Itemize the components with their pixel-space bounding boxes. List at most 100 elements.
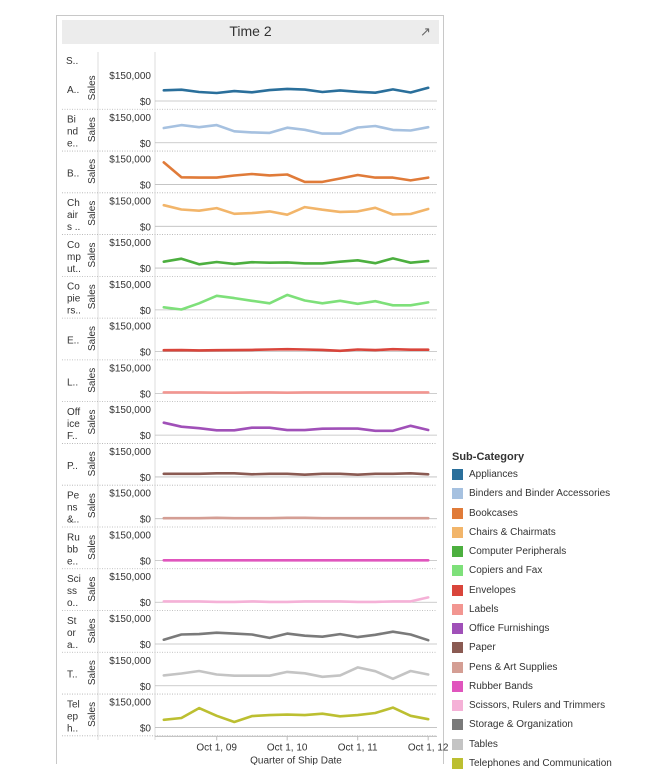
row-label: Co [67,282,80,293]
row-label: a.. [67,640,78,651]
y-tick-label: $150,000 [109,322,151,333]
legend-item[interactable]: Binders and Binder Accessories [452,484,657,503]
y-tick-label: $150,000 [109,698,151,709]
series-line [164,295,428,310]
legend-label: Rubber Bands [469,681,533,692]
y-tick-label: $150,000 [109,155,151,166]
row-label: ice [67,419,80,430]
y-axis-label: Sales [87,75,98,100]
legend-item[interactable]: Appliances [452,465,657,484]
legend-swatch [452,604,463,615]
y-tick-label: $0 [140,139,152,150]
y-axis-label: Sales [87,451,98,476]
row-label: h.. [67,723,78,734]
legend-item[interactable]: Chairs & Chairmats [452,523,657,542]
legend-swatch [452,488,463,499]
y-tick-label: $150,000 [109,405,151,416]
y-axis-label: Sales [87,702,98,727]
y-axis-label: Sales [87,618,98,643]
y-tick-label: $0 [140,473,152,484]
row-label: B.. [67,168,79,179]
y-tick-label: $0 [140,389,152,400]
row-label: P.. [67,461,78,472]
row-label: ss [67,586,77,597]
y-axis-label: Sales [87,326,98,351]
row-label: s .. [67,222,80,233]
legend-item[interactable]: Rubber Bands [452,677,657,696]
row-label: A.. [67,85,79,96]
legend-label: Appliances [469,469,518,480]
legend-label: Envelopes [469,585,516,596]
legend-item[interactable]: Paper [452,638,657,657]
legend-label: Binders and Binder Accessories [469,488,610,499]
x-tick-label: Oct 1, 11 [338,742,378,753]
row-label: ut.. [67,264,81,275]
y-axis-label: Sales [87,201,98,226]
series-line [164,423,428,431]
y-axis-label: Sales [87,159,98,184]
legend-label: Office Furnishings [469,623,549,634]
legend-item[interactable]: Office Furnishings [452,619,657,638]
row-label: e.. [67,139,78,150]
legend-item[interactable]: Tables [452,735,657,754]
row-label: Ch [67,198,80,209]
y-tick-label: $150,000 [109,530,151,541]
legend-item[interactable]: Bookcases [452,504,657,523]
legend-swatch [452,739,463,750]
row-label: pie [67,294,81,305]
legend-swatch [452,623,463,634]
row-label: nd [67,127,78,138]
y-tick-label: $150,000 [109,280,151,291]
y-tick-label: $0 [140,97,152,108]
legend-item[interactable]: Telephones and Communication [452,754,657,773]
legend-item[interactable]: Storage & Organization [452,715,657,734]
y-tick-label: $0 [140,556,152,567]
y-tick-label: $150,000 [109,113,151,124]
y-tick-label: $150,000 [109,196,151,207]
y-axis-label: Sales [87,117,98,142]
row-label: &.. [67,515,79,526]
y-tick-label: $150,000 [109,572,151,583]
y-axis-label: Sales [87,493,98,518]
row-label: ep [67,711,79,722]
series-line [164,349,428,351]
legend-item[interactable]: Pens & Art Supplies [452,658,657,677]
row-header-label: S.. [66,56,78,67]
row-label: F.. [67,431,78,442]
legend-swatch [452,758,463,769]
y-axis-label: Sales [87,535,98,560]
legend-swatch [452,719,463,730]
legend-label: Paper [469,642,496,653]
legend-swatch [452,546,463,557]
y-tick-label: $150,000 [109,489,151,500]
x-tick-label: Oct 1, 12 [408,742,449,753]
legend-swatch [452,565,463,576]
y-tick-label: $150,000 [109,656,151,667]
legend-item[interactable]: Scissors, Rulers and Trimmers [452,696,657,715]
legend-item[interactable]: Envelopes [452,581,657,600]
row-label: bb [67,544,79,555]
series-line [164,258,428,264]
row-label: o.. [67,598,78,609]
series-line [164,597,428,602]
y-axis-label: Sales [87,284,98,309]
row-label: E.. [67,336,79,347]
row-label: Tel [67,699,80,710]
legend-item[interactable]: Labels [452,600,657,619]
y-tick-label: $0 [140,264,152,275]
legend-label: Copiers and Fax [469,565,542,576]
legend-item[interactable]: Copiers and Fax [452,561,657,580]
legend-label: Chairs & Chairmats [469,527,556,538]
row-label: mp [67,252,81,263]
legend-item[interactable]: Computer Peripherals [452,542,657,561]
legend-swatch [452,585,463,596]
y-tick-label: $150,000 [109,71,151,82]
row-label: Off [67,407,80,418]
y-axis-label: Sales [87,242,98,267]
x-tick-label: Oct 1, 10 [267,742,308,753]
y-axis-label: Sales [87,577,98,602]
legend-label: Labels [469,604,498,615]
series-line [164,205,428,215]
legend-label: Bookcases [469,508,518,519]
